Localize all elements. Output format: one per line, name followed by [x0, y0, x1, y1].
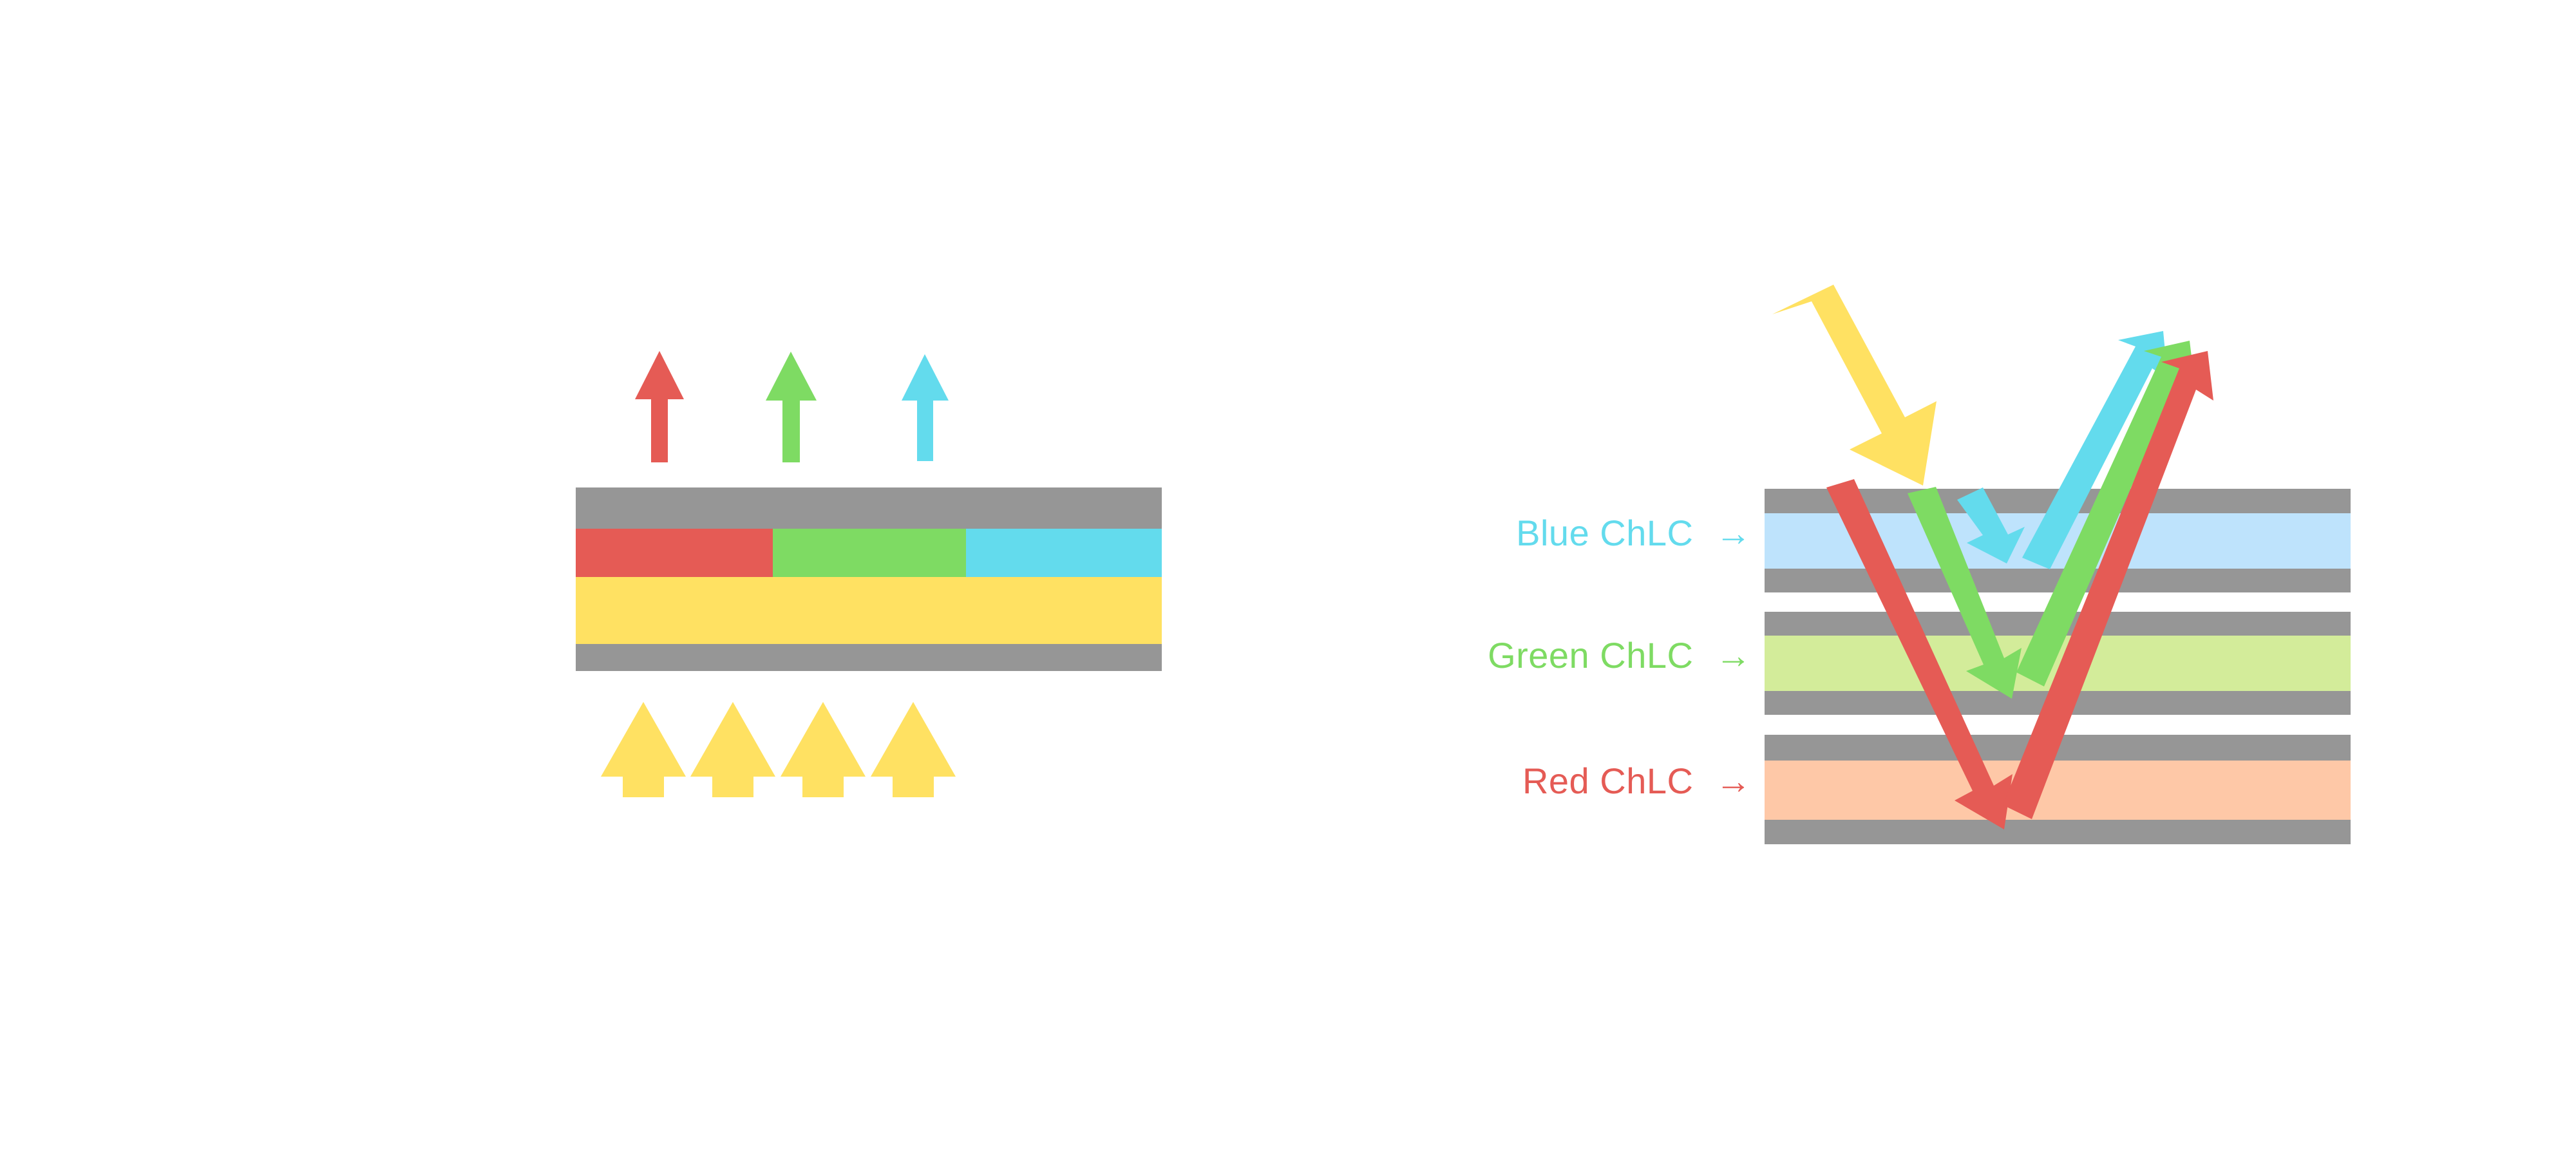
red-chlc-label-arrow: →	[1715, 761, 1752, 801]
backlight-arrow-2	[690, 702, 775, 797]
blue-subpixel	[966, 529, 1162, 577]
rgb-pixel-layer	[576, 529, 1162, 577]
blue-chlc-label: Blue ChLC →	[1391, 512, 1752, 554]
green-emission-arrow	[766, 352, 817, 462]
emission-arrows-group	[635, 351, 949, 462]
top-electrode-layer	[576, 487, 1162, 529]
green-chlc-label-arrow: →	[1715, 635, 1752, 676]
bottom-electrode-layer	[576, 644, 1162, 671]
green-subpixel	[773, 529, 966, 577]
red-chlc-label-text: Red ChLC	[1522, 761, 1694, 801]
red-reflected-ray	[2003, 351, 2213, 819]
green-reflected-ray	[2016, 341, 2195, 686]
emission-panel	[0, 0, 1256, 1154]
green-chlc-label-text: Green ChLC	[1488, 635, 1694, 676]
blue-chlc-label-text: Blue ChLC	[1516, 513, 1694, 553]
backlight-arrow-4	[871, 702, 956, 797]
backlight-layer	[576, 577, 1162, 644]
red-emission-arrow	[635, 351, 684, 462]
red-chlc-label: Red ChLC →	[1391, 760, 1752, 802]
blue-reflected-ray	[2022, 331, 2168, 569]
ray-arrows-group	[1772, 285, 2213, 829]
green-chlc-label: Green ChLC →	[1365, 634, 1752, 676]
backlight-arrows-group	[601, 702, 956, 797]
reflection-panel: Blue ChLC → Green ChLC → Red ChLC →	[1288, 0, 2576, 1154]
red-subpixel	[576, 529, 773, 577]
green-incident-ray	[1908, 487, 2022, 699]
cyan-emission-arrow	[902, 354, 949, 461]
red-chlc-layer	[1765, 761, 2351, 820]
blue-incident-ray	[1957, 487, 2025, 563]
backlight-arrow-1	[601, 702, 686, 797]
blue-chlc-label-arrow: →	[1715, 513, 1752, 553]
incident-white-beam	[1772, 285, 1937, 486]
backlight-arrow-3	[781, 702, 866, 797]
substrate-bottom	[1765, 820, 2351, 844]
red-incident-ray	[1826, 479, 2012, 829]
